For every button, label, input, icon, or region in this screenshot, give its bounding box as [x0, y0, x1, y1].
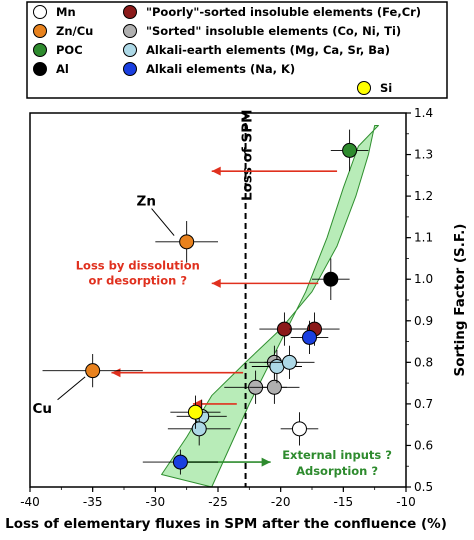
- legend-label-1: "Poorly"-sorted insoluble elements (Fe,C…: [146, 5, 421, 19]
- legend-marker-5: [123, 43, 137, 57]
- data-point: [276, 321, 292, 337]
- legend-label-8: Si: [380, 81, 392, 95]
- data-point: [187, 404, 203, 420]
- legend-label-7: Alkali elements (Na, K): [146, 62, 295, 76]
- arrowhead-2: [111, 368, 121, 378]
- legend-frame: [26, 1, 448, 99]
- legend-marker-4: [33, 43, 47, 57]
- zn-label: Zn: [137, 193, 156, 209]
- x-tick-label: -15: [334, 495, 354, 509]
- y-tick-label: 1.0: [414, 272, 433, 286]
- x-tick-label: -25: [208, 495, 228, 509]
- cu-label: Cu: [33, 401, 53, 417]
- y-tick-label: 0.6: [414, 438, 433, 452]
- data-point: [179, 234, 195, 250]
- y-tick-label: 1.3: [414, 148, 433, 162]
- data-point: [266, 379, 282, 395]
- y-tick-label: 0.9: [414, 314, 433, 328]
- legend-marker-6: [33, 62, 47, 76]
- y-axis-title: Sorting Factor (S.F.): [452, 224, 468, 377]
- y-tick-label: 1.2: [414, 189, 433, 203]
- cu-pointer: [57, 376, 86, 401]
- legend-marker-1: [123, 5, 137, 19]
- x-tick-label: -40: [20, 495, 40, 509]
- legend-marker-2: [33, 24, 47, 38]
- x-tick-label: -35: [83, 495, 103, 509]
- legend-marker-3: [123, 24, 137, 38]
- data-point: [269, 358, 285, 374]
- legend-label-3: "Sorted" insoluble elements (Co, Ni, Ti): [146, 24, 401, 38]
- y-tick-label: 1.4: [414, 106, 433, 120]
- legend-label-0: Mn: [56, 5, 76, 19]
- legend-label-4: POC: [56, 43, 83, 57]
- external-label-2: Adsorption ?: [296, 464, 378, 478]
- legend-marker-8: [357, 81, 371, 95]
- x-tick-label: -30: [146, 495, 166, 509]
- y-tick-label: 0.7: [414, 397, 433, 411]
- data-point: [342, 142, 358, 158]
- y-tick-label: 0.5: [414, 480, 433, 494]
- dissolution-label-1: Loss by dissolution: [76, 258, 200, 272]
- data-point: [85, 363, 101, 379]
- data-point: [191, 421, 207, 437]
- spm-loss-label: Loss of SPM: [240, 109, 256, 201]
- legend-marker-0: [33, 5, 47, 19]
- legend-label-5: Alkali-earth elements (Mg, Ca, Sr, Ba): [146, 43, 390, 57]
- y-tick-label: 0.8: [414, 355, 433, 369]
- zn-pointer: [151, 208, 175, 236]
- external-label-1: External inputs ?: [282, 448, 392, 462]
- legend-label-6: Al: [56, 62, 69, 76]
- data-point: [172, 454, 188, 470]
- legend-label-2: Zn/Cu: [56, 24, 93, 38]
- data-point: [301, 329, 317, 345]
- dissolution-label-2: or desorption ?: [89, 273, 187, 287]
- trend-band: [161, 124, 379, 488]
- data-point: [281, 354, 297, 370]
- x-tick-label: -10: [396, 495, 416, 509]
- arrowhead-0: [211, 166, 221, 176]
- legend-marker-7: [123, 62, 137, 76]
- x-axis-title: Loss of elementary fluxes in SPM after t…: [5, 516, 447, 532]
- legend: Mn "Poorly"-sorted insoluble elements (Fe…: [26, 1, 448, 99]
- arrowhead-4: [261, 457, 271, 467]
- arrowhead-1: [211, 278, 221, 288]
- data-point: [323, 271, 339, 287]
- y-tick-label: 1.1: [414, 231, 433, 245]
- data-point: [291, 421, 307, 437]
- x-tick-label: -20: [271, 495, 291, 509]
